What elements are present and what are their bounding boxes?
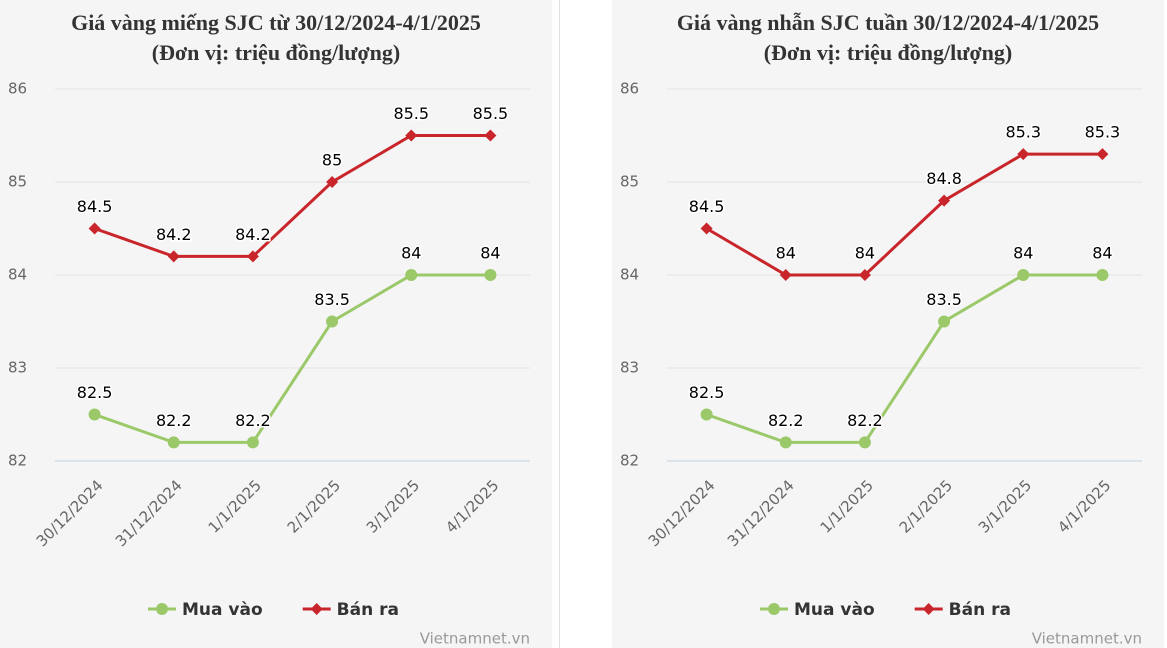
marker <box>88 222 101 235</box>
data-label: 84 <box>855 244 875 263</box>
data-label: 84.5 <box>77 197 113 216</box>
chart-panel: Giá vàng miếng SJC từ 30/12/2024-4/1/202… <box>0 0 552 648</box>
marker <box>326 176 339 188</box>
legend-label: Bán ra <box>949 600 1011 620</box>
marker <box>156 603 168 615</box>
y-tick-label: 84 <box>8 266 27 284</box>
y-tick-label: 82 <box>620 452 639 470</box>
x-tick-label: 4/1/2025 <box>1054 476 1114 536</box>
data-label: 82.2 <box>768 411 804 430</box>
x-tick-label: 31/12/2024 <box>724 476 798 550</box>
data-label: 85.3 <box>1085 123 1121 142</box>
marker <box>858 269 871 281</box>
marker <box>922 603 935 615</box>
marker <box>405 129 418 142</box>
marker <box>484 269 497 281</box>
chart-title: Giá vàng nhẫn SJC tuần 30/12/2024-4/1/20… <box>676 10 1100 65</box>
data-label: 85 <box>322 151 342 170</box>
data-label: 85.3 <box>1005 123 1041 142</box>
y-tick-label: 83 <box>620 359 639 377</box>
data-label: 84.2 <box>235 225 271 244</box>
series-line <box>706 273 1103 444</box>
marker <box>405 269 418 281</box>
data-label: 84.5 <box>689 197 725 216</box>
legend-label: Mua vào <box>182 600 263 620</box>
data-label: 82.5 <box>689 383 725 402</box>
x-tick-label: 30/12/2024 <box>33 476 107 550</box>
marker <box>768 603 780 615</box>
marker <box>938 194 951 207</box>
marker <box>779 436 792 449</box>
marker <box>700 408 713 421</box>
x-tick-label: 31/12/2024 <box>112 476 186 550</box>
data-label: 84 <box>401 244 421 263</box>
marker <box>1017 269 1030 281</box>
y-tick-label: 85 <box>620 173 639 191</box>
chart-title: Giá vàng miếng SJC từ 30/12/2024-4/1/202… <box>71 10 481 65</box>
series-line <box>705 152 1103 277</box>
x-tick-label: 3/1/2025 <box>363 476 423 536</box>
legend-item: Mua vào <box>148 600 263 620</box>
chart-panel: Giá vàng nhẫn SJC tuần 30/12/2024-4/1/20… <box>612 0 1164 648</box>
source: Vietnamnet.vn <box>420 630 530 648</box>
x-tick-label: 2/1/2025 <box>284 476 344 536</box>
chart: 82 83 84 85 86 30/12/2024 31/12/2024 1/1/2025 2/… <box>620 80 1142 648</box>
y-tick-label: 86 <box>8 80 27 98</box>
marker <box>167 250 180 263</box>
source: Vietnamnet.vn <box>1032 630 1142 648</box>
legend-item: Mua vào <box>760 600 875 620</box>
y-tick-label: 82 <box>8 452 27 470</box>
data-label: 84.2 <box>156 225 192 244</box>
data-label: 85.5 <box>473 104 509 123</box>
data-label: 84 <box>776 244 796 263</box>
x-tick-label: 1/1/2025 <box>205 476 265 536</box>
data-label: 82.2 <box>847 411 883 430</box>
marker <box>88 408 101 421</box>
y-tick-label: 83 <box>8 359 27 377</box>
data-label: 84 <box>480 244 500 263</box>
y-tick-label: 85 <box>8 173 27 191</box>
data-label: 85.5 <box>393 104 429 123</box>
data-label: 82.2 <box>235 411 271 430</box>
marker <box>1096 269 1109 281</box>
data-label: 82.2 <box>156 411 192 430</box>
legend-label: Mua vào <box>794 600 875 620</box>
marker <box>779 269 792 281</box>
data-label: 83.5 <box>314 290 350 309</box>
legend-label: Bán ra <box>337 600 399 620</box>
data-label: 83.5 <box>926 290 962 309</box>
marker <box>484 129 497 142</box>
x-tick-label: 1/1/2025 <box>817 476 877 536</box>
y-tick-label: 86 <box>620 80 639 98</box>
marker <box>1017 148 1030 161</box>
data-label: 82.5 <box>77 383 113 402</box>
x-tick-label: 3/1/2025 <box>975 476 1035 536</box>
series-line <box>94 273 491 444</box>
data-label: 84.8 <box>926 169 962 188</box>
legend-item: Bán ra <box>302 600 399 620</box>
marker <box>246 250 259 263</box>
marker <box>246 436 259 449</box>
divider <box>559 0 560 648</box>
marker <box>1096 148 1109 161</box>
y-tick-label: 84 <box>620 266 639 284</box>
marker <box>858 436 871 449</box>
x-tick-label: 2/1/2025 <box>896 476 956 536</box>
marker <box>326 315 339 328</box>
data-label: 84 <box>1013 244 1033 263</box>
marker <box>167 436 180 449</box>
chart: 82 83 84 85 86 30/12/2024 31/12/2024 1/1/2025 2/… <box>8 80 530 648</box>
x-tick-label: 4/1/2025 <box>442 476 502 536</box>
series-line <box>94 134 491 258</box>
marker <box>310 603 323 615</box>
data-label: 84 <box>1092 244 1112 263</box>
marker <box>938 315 951 328</box>
legend-item: Bán ra <box>914 600 1011 620</box>
x-tick-label: 30/12/2024 <box>645 476 719 550</box>
marker <box>700 222 713 235</box>
